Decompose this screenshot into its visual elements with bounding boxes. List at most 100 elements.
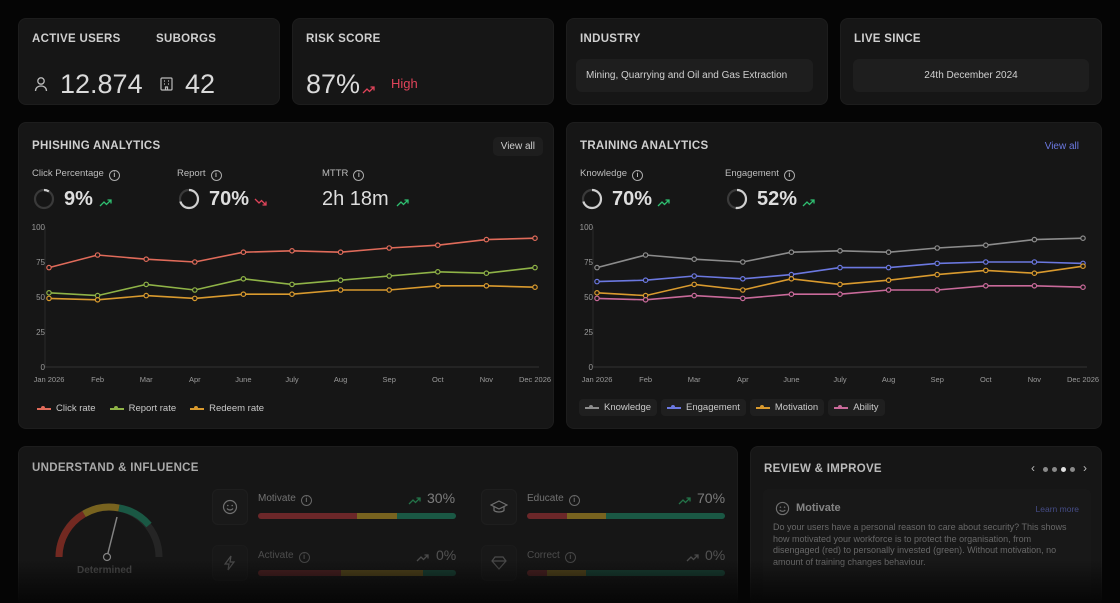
data-point[interactable] xyxy=(594,290,600,296)
data-point[interactable] xyxy=(691,292,698,299)
data-point[interactable] xyxy=(434,283,441,289)
chevron-right-icon[interactable]: › xyxy=(1083,461,1087,475)
data-point[interactable] xyxy=(1031,236,1038,243)
data-point[interactable] xyxy=(934,245,941,251)
legend-item-click-rate[interactable]: Click rate xyxy=(37,403,96,414)
data-point[interactable] xyxy=(94,252,101,258)
data-point[interactable] xyxy=(691,281,698,288)
data-point[interactable] xyxy=(642,297,649,303)
data-point[interactable] xyxy=(740,259,746,265)
carousel-dot[interactable] xyxy=(1061,467,1066,472)
training-view-all-link[interactable]: View all xyxy=(1044,141,1079,152)
data-point[interactable] xyxy=(642,252,649,258)
data-point[interactable] xyxy=(788,291,795,298)
data-point[interactable] xyxy=(434,242,441,249)
data-point[interactable] xyxy=(386,273,393,279)
data-point[interactable] xyxy=(46,295,52,302)
info-icon[interactable]: i xyxy=(108,170,120,181)
data-point[interactable] xyxy=(885,249,892,256)
data-point[interactable] xyxy=(483,283,490,289)
phishing-view-all-link[interactable]: View all xyxy=(492,137,543,156)
data-point[interactable] xyxy=(143,256,150,263)
data-point[interactable] xyxy=(1031,259,1038,265)
data-point[interactable] xyxy=(46,264,52,271)
data-point[interactable] xyxy=(642,277,649,284)
legend-item-engagement[interactable]: Engagement xyxy=(661,399,746,416)
data-point[interactable] xyxy=(788,275,795,282)
info-icon[interactable]: i xyxy=(564,552,576,563)
legend-item-redeem-rate[interactable]: Redeem rate xyxy=(190,403,264,414)
data-point[interactable] xyxy=(192,287,198,293)
data-point[interactable] xyxy=(94,297,101,303)
data-point[interactable] xyxy=(837,264,843,271)
data-point[interactable] xyxy=(885,277,892,284)
data-point[interactable] xyxy=(1080,263,1086,270)
data-point[interactable] xyxy=(289,247,295,254)
data-point[interactable] xyxy=(594,264,600,271)
data-point[interactable] xyxy=(982,242,989,249)
legend-item-report-rate[interactable]: Report rate xyxy=(109,403,176,414)
data-point[interactable] xyxy=(1031,283,1038,289)
data-point[interactable] xyxy=(386,287,393,293)
data-point[interactable] xyxy=(594,295,600,302)
data-point[interactable] xyxy=(691,273,698,279)
data-point[interactable] xyxy=(337,277,344,284)
legend-item-knowledge[interactable]: Knowledge xyxy=(579,399,658,416)
learn-more-link[interactable]: Learn more xyxy=(1035,504,1079,514)
data-point[interactable] xyxy=(289,281,295,288)
data-point[interactable] xyxy=(192,259,198,265)
data-point[interactable] xyxy=(532,235,538,242)
trend-up-icon xyxy=(686,549,699,567)
data-point[interactable] xyxy=(434,268,441,275)
carousel-dots xyxy=(1041,461,1077,475)
info-icon[interactable]: i xyxy=(632,170,644,181)
data-point[interactable] xyxy=(240,275,247,282)
data-point[interactable] xyxy=(240,249,247,256)
data-point[interactable] xyxy=(837,281,843,288)
data-point[interactable] xyxy=(192,295,198,302)
data-point[interactable] xyxy=(934,260,941,267)
data-point[interactable] xyxy=(386,245,393,251)
info-icon[interactable]: i xyxy=(568,495,580,506)
data-point[interactable] xyxy=(740,287,746,293)
legend-item-ability[interactable]: Ability xyxy=(828,399,885,416)
info-icon[interactable]: i xyxy=(298,552,310,563)
data-point[interactable] xyxy=(594,278,600,285)
data-point[interactable] xyxy=(1080,284,1086,291)
data-point[interactable] xyxy=(740,295,746,302)
data-point[interactable] xyxy=(982,283,989,289)
data-point[interactable] xyxy=(691,256,698,263)
info-icon[interactable]: i xyxy=(353,170,365,181)
data-point[interactable] xyxy=(337,287,344,293)
data-point[interactable] xyxy=(934,271,941,278)
carousel-dot[interactable] xyxy=(1070,467,1075,472)
legend-item-motivation[interactable]: Motivation xyxy=(749,399,825,416)
data-point[interactable] xyxy=(240,291,247,298)
data-point[interactable] xyxy=(740,275,746,282)
info-icon[interactable]: i xyxy=(210,170,222,181)
data-point[interactable] xyxy=(982,267,989,274)
data-point[interactable] xyxy=(532,284,538,291)
data-point[interactable] xyxy=(143,281,150,288)
data-point[interactable] xyxy=(1080,235,1086,242)
data-point[interactable] xyxy=(483,270,490,277)
data-point[interactable] xyxy=(483,236,490,243)
chevron-left-icon[interactable]: ‹ xyxy=(1031,461,1035,475)
data-point[interactable] xyxy=(337,249,344,256)
data-point[interactable] xyxy=(46,290,52,296)
data-point[interactable] xyxy=(532,264,538,271)
data-point[interactable] xyxy=(885,264,892,271)
data-point[interactable] xyxy=(143,292,150,299)
info-icon[interactable]: i xyxy=(783,170,795,181)
data-point[interactable] xyxy=(934,287,941,293)
data-point[interactable] xyxy=(885,287,892,293)
data-point[interactable] xyxy=(1031,270,1038,277)
info-icon[interactable]: i xyxy=(300,495,312,506)
data-point[interactable] xyxy=(837,247,843,254)
data-point[interactable] xyxy=(982,259,989,265)
data-point[interactable] xyxy=(837,291,843,298)
carousel-dot[interactable] xyxy=(1043,467,1048,472)
data-point[interactable] xyxy=(289,291,295,298)
carousel-dot[interactable] xyxy=(1052,467,1057,472)
data-point[interactable] xyxy=(788,249,795,256)
